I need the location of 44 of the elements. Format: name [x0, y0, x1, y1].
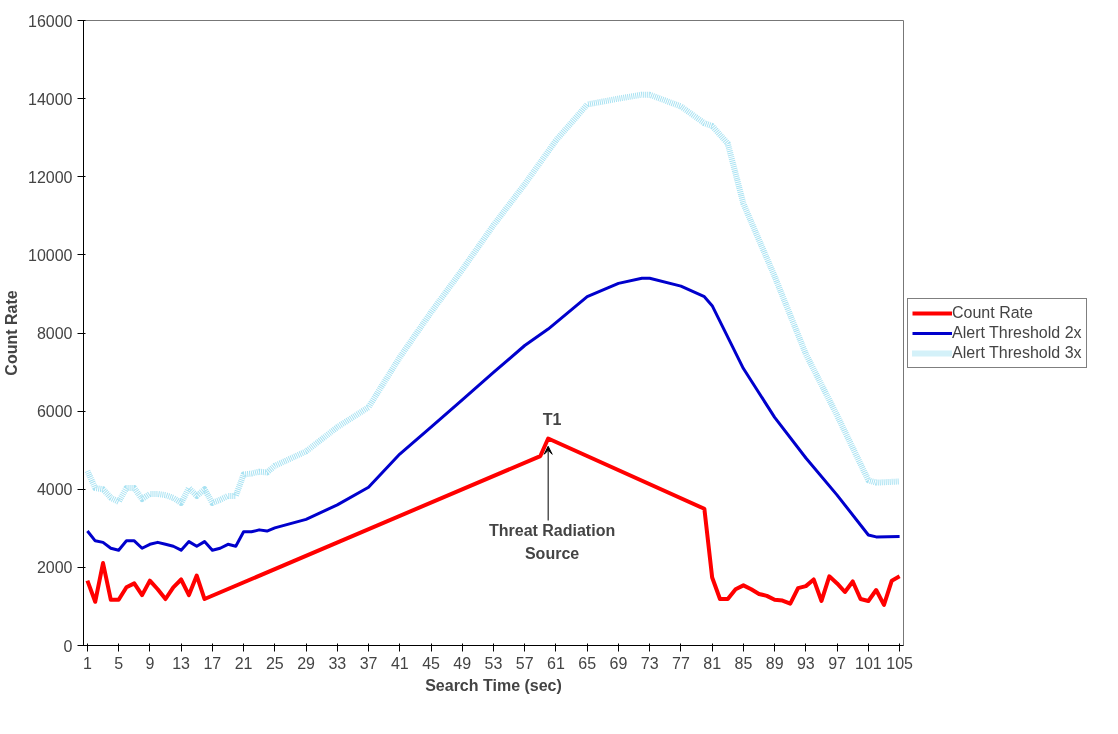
- x-tick-label: 65: [578, 654, 597, 672]
- annotation: Threat Radiation Source: [488, 522, 616, 562]
- legend-label: Alert Threshold 3x: [952, 343, 1082, 362]
- legend-label: Alert Threshold 2x: [952, 323, 1082, 342]
- y-tick-label: 0: [63, 637, 73, 655]
- x-tick-label: 53: [484, 654, 503, 672]
- x-tick-label: 21: [234, 654, 253, 672]
- y-tick-label: 12000: [28, 168, 73, 186]
- x-tick-label: 101: [855, 654, 882, 672]
- x-tick-label: 105: [886, 654, 914, 672]
- x-tick-label: 89: [765, 654, 784, 672]
- x-tick-label: 57: [515, 654, 534, 672]
- x-tick-label: 97: [828, 654, 847, 672]
- x-axis-title: Search Time (sec): [425, 676, 562, 694]
- line-series: [85, 436, 902, 607]
- x-tick-label: 29: [297, 654, 316, 672]
- x-tick-label: 41: [390, 654, 409, 672]
- x-tick-label: 77: [672, 654, 690, 672]
- y-tick-label: 14000: [28, 90, 73, 108]
- x-tick-label: 1: [82, 654, 92, 672]
- y-tick-label: 16000: [28, 12, 73, 30]
- legend-label: Count Rate: [952, 303, 1033, 322]
- x-tick-label: 93: [796, 654, 815, 672]
- y-axis-title: Count Rate: [3, 290, 21, 376]
- x-tick-label: 49: [453, 654, 472, 672]
- x-tick-label: 33: [328, 654, 347, 672]
- y-tick-label: 6000: [36, 403, 73, 421]
- x-tick-label: 61: [547, 654, 565, 672]
- x-tick-label: 9: [145, 654, 155, 672]
- x-tick-label: 73: [640, 654, 659, 672]
- y-tick-label: 8000: [36, 325, 73, 342]
- x-tick-label: 37: [359, 654, 378, 672]
- y-tick-label: 10000: [28, 246, 73, 264]
- annotation: T1: [542, 411, 562, 429]
- y-tick-label: 2000: [36, 559, 73, 577]
- y-tick-label: 4000: [36, 481, 73, 499]
- x-tick-label: 69: [609, 654, 628, 672]
- x-tick-label: 81: [703, 654, 722, 672]
- x-tick-label: 25: [265, 654, 284, 672]
- x-tick-label: 45: [422, 654, 441, 672]
- x-tick-label: 85: [734, 654, 753, 672]
- x-tick-label: 5: [114, 654, 124, 672]
- x-tick-label: 17: [203, 654, 222, 672]
- x-tick-label: 13: [172, 654, 191, 672]
